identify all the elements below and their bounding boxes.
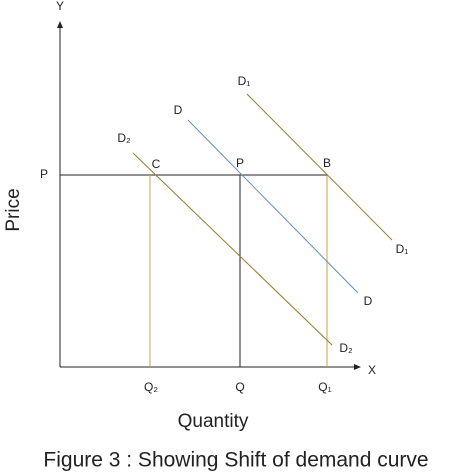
demand-curve-d2 <box>132 152 333 346</box>
curve-label: D₁ <box>238 74 251 88</box>
x-axis-label: X <box>368 363 376 377</box>
quantity-tick: Q₂ <box>144 380 158 394</box>
curve-label: D₁ <box>396 242 409 256</box>
price-label: Price <box>3 188 24 231</box>
point-label: P <box>236 156 244 170</box>
quantity-tick: Q <box>235 380 244 394</box>
curve-label: D <box>364 294 373 308</box>
demand-curve-d1 <box>246 93 393 241</box>
caption: Figure 3 : Showing Shift of demand curve <box>43 449 428 472</box>
y-axis-label: Y <box>56 0 64 13</box>
curve-label: D₂ <box>339 341 353 355</box>
curve-label: D <box>174 103 183 117</box>
quantity-tick: Q₁ <box>318 380 331 394</box>
demand-curve <box>187 119 359 294</box>
curve-label: D₂ <box>117 131 131 145</box>
quantity-label: Quantity <box>178 411 249 432</box>
point-label: B <box>323 156 331 170</box>
price-level-label: P <box>40 167 48 181</box>
point-label: C <box>152 157 161 171</box>
